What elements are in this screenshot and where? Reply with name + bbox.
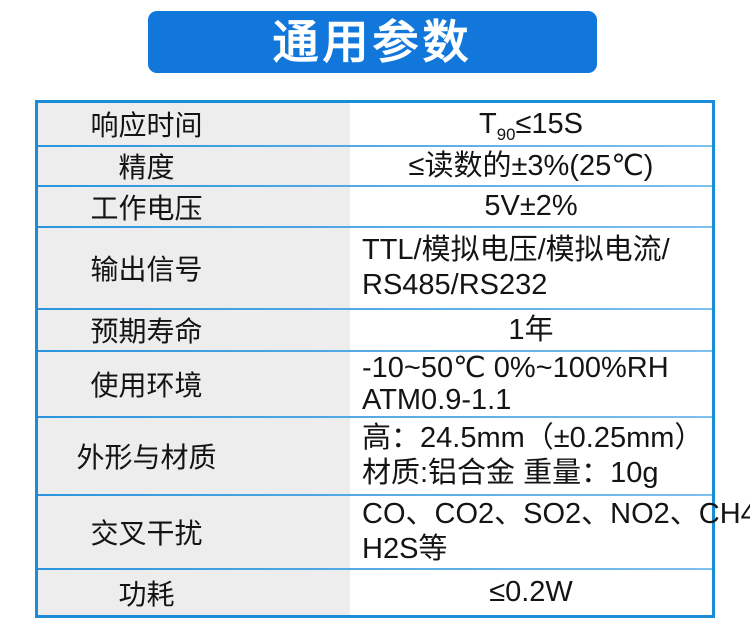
param-label: 使用环境 bbox=[38, 352, 350, 416]
param-label: 外形与材质 bbox=[38, 418, 350, 494]
table-row-shape-material: 外形与材质 高：24.5mm（±0.25mm） 材质:铝合金 重量：10g bbox=[38, 418, 712, 494]
table-row-working-voltage: 工作电压 5V±2% bbox=[38, 187, 712, 226]
param-value: CO、CO2、SO2、NO2、CH4、 H2S等 bbox=[350, 496, 750, 568]
table-row-response-time: 响应时间 T90≤15S bbox=[38, 103, 712, 145]
row-divider bbox=[38, 568, 712, 570]
table-row-power-consumption: 功耗 ≤0.2W bbox=[38, 570, 712, 615]
section-title: 通用参数 bbox=[272, 16, 473, 68]
table-row-output-signal: 输出信号 TTL/模拟电压/模拟电流/ RS485/RS232 bbox=[38, 228, 712, 308]
row-divider bbox=[38, 308, 712, 310]
param-value: 5V±2% bbox=[350, 187, 712, 226]
section-title-badge: 通用参数 bbox=[148, 11, 597, 73]
value-line: H2S等 bbox=[362, 533, 448, 565]
param-value: 高：24.5mm（±0.25mm） 材质:铝合金 重量：10g bbox=[350, 418, 712, 494]
row-divider bbox=[38, 226, 712, 228]
value-line: T90≤15S bbox=[479, 107, 583, 144]
row-divider bbox=[38, 145, 712, 147]
param-label: 工作电压 bbox=[38, 187, 350, 226]
value-line: 5V±2% bbox=[484, 190, 578, 222]
t90-subscript: 90 bbox=[496, 124, 516, 144]
param-value: -10~50℃ 0%~100%RH ATM0.9-1.1 bbox=[350, 352, 712, 416]
value-line: -10~50℃ 0%~100%RH bbox=[362, 352, 669, 384]
table-row-accuracy: 精度 ≤读数的±3%(25℃) bbox=[38, 147, 712, 185]
value-line: 高：24.5mm（±0.25mm） bbox=[362, 422, 704, 454]
param-value: TTL/模拟电压/模拟电流/ RS485/RS232 bbox=[350, 228, 712, 308]
value-line: 1年 bbox=[508, 313, 554, 346]
param-label: 预期寿命 bbox=[38, 310, 350, 350]
table-row-cross-interference: 交叉干扰 CO、CO2、SO2、NO2、CH4、 H2S等 bbox=[38, 496, 750, 568]
value-line: 材质:铝合金 重量：10g bbox=[362, 457, 659, 489]
value-line: ATM0.9-1.1 bbox=[362, 384, 512, 416]
value-line: ≤0.2W bbox=[489, 576, 573, 608]
value-line: TTL/模拟电压/模拟电流/ bbox=[362, 234, 670, 266]
row-divider bbox=[38, 494, 712, 496]
param-label: 功耗 bbox=[38, 570, 350, 615]
row-divider bbox=[38, 416, 712, 418]
param-value: T90≤15S bbox=[350, 103, 712, 145]
param-value: 1年 bbox=[350, 310, 712, 350]
spec-table: 响应时间 T90≤15S 精度 ≤读数的±3%(25℃) 工作电压 5V±2% … bbox=[35, 100, 750, 618]
table-row-expected-life: 预期寿命 1年 bbox=[38, 310, 712, 350]
value-line: ≤读数的±3%(25℃) bbox=[408, 149, 654, 182]
table-row-operating-environment: 使用环境 -10~50℃ 0%~100%RH ATM0.9-1.1 bbox=[38, 352, 712, 416]
param-label: 响应时间 bbox=[38, 103, 350, 145]
param-value: ≤读数的±3%(25℃) bbox=[350, 147, 712, 185]
param-label: 交叉干扰 bbox=[38, 496, 350, 568]
param-label: 输出信号 bbox=[38, 228, 350, 308]
param-label: 精度 bbox=[38, 147, 350, 185]
row-divider bbox=[38, 350, 712, 352]
value-line: CO、CO2、SO2、NO2、CH4、 bbox=[362, 498, 750, 530]
param-value: ≤0.2W bbox=[350, 570, 712, 615]
row-divider bbox=[38, 185, 712, 187]
value-line: RS485/RS232 bbox=[362, 269, 548, 301]
